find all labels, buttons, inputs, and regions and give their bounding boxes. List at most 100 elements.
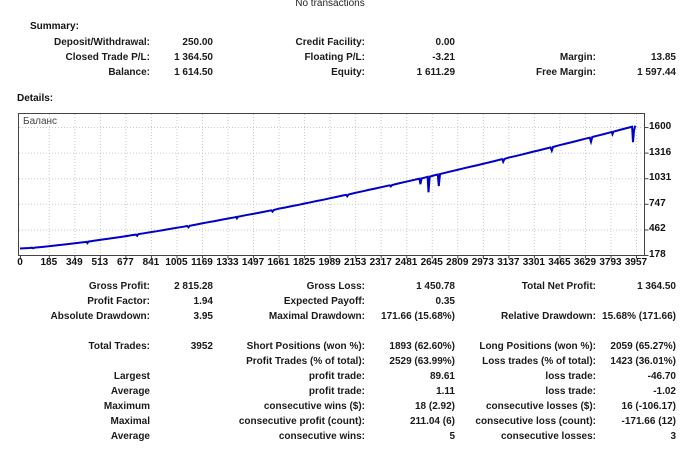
stat-value: 1423 (36.01%) [610,356,676,367]
x-axis-tick-label: 2973 [471,257,494,268]
stat-value: 171.66 (15.68%) [381,311,455,322]
x-axis-tick-label: 2645 [420,257,443,268]
stat-value [150,399,213,414]
x-axis-tick-label: 1333 [216,257,239,268]
x-axis-tick-label: 1169 [191,257,213,268]
stat-label: Short Positions (won %): [246,341,365,352]
y-axis-tick-label: 747 [649,197,666,209]
stat-label: Average [110,386,150,397]
x-axis-tick-label: 2317 [369,257,392,268]
summary-cell-value: 1 614.50 [174,67,213,78]
x-axis-tick-label: 185 [40,257,58,268]
stat-label: Average [110,431,150,442]
stat-label [455,324,596,339]
summary-cell-value: 250.00 [182,37,213,48]
x-axis-tick-label: 3957 [624,257,648,268]
stat-value [596,294,676,309]
stat-value: -46.70 [647,371,676,382]
stat-label [455,294,596,309]
stat-value: 89.61 [429,371,455,382]
stat-label: consecutive losses ($): [485,401,596,412]
stat-row: Profit Factor: 1.94 Expected Payoff: 0.35 [0,294,676,309]
x-axis-tick-label: 3301 [522,257,545,268]
stat-label: Total Net Profit: [521,281,596,292]
stat-label: Maximal Drawdown: [268,311,365,322]
stat-value: 2529 (63.99%) [389,356,455,367]
stat-label: loss trade: [545,386,596,397]
x-axis-tick-label: 513 [91,257,109,268]
stat-row [0,324,676,339]
summary-title: Summary: [30,21,79,32]
stat-label: Loss trades (% of total): [482,356,596,367]
summary-cell-value: -3.21 [432,52,455,63]
x-axis-tick-label: 1497 [241,257,265,268]
stat-label: Gross Loss: [306,281,365,292]
stat-label: Total Trades: [88,341,151,352]
stat-value: 3952 [190,341,213,352]
chart-series-label: Баланс [23,116,58,127]
stat-label [0,324,150,339]
stat-label: consecutive profit (count): [238,416,365,427]
y-axis-tick-label: 1031 [649,172,672,184]
stat-label: Relative Drawdown: [500,311,596,322]
details-title: Details: [17,93,54,104]
x-axis-tick-label: 349 [65,257,83,268]
stat-value: 2 815.28 [174,281,213,292]
stat-value: 1.94 [193,296,213,307]
stat-label: profit trade: [308,371,365,382]
x-axis-tick-label: 3137 [497,257,520,268]
x-axis-tick-label: 3465 [548,257,571,268]
x-axis-tick-label: 1825 [292,257,316,268]
stat-value [150,369,213,384]
stat-row: Total Trades: 3952 Short Positions (won %)… [0,339,677,354]
y-axis-tick-label: 1316 [649,146,672,158]
no-transactions-note: No transactions [295,0,365,9]
stat-value [150,414,213,429]
summary-cell-value: 1 364.50 [174,52,213,63]
x-axis-tick-label: 1989 [318,257,341,268]
stat-value: 16 (-106.17) [621,401,676,412]
summary-cell-label: Deposit/Withdrawal: [53,37,150,48]
stat-label: consecutive loss (count): [475,416,596,427]
summary-cell-value: 1 597.44 [637,67,676,78]
summary-cell-label: Credit Facility: [295,37,365,48]
summary-cell-label: Closed Trade P/L: [65,52,150,63]
stat-row: Gross Profit: 2 815.28 Gross Loss: 1 450.78… [0,279,676,294]
stat-value: 1893 (62.60%) [389,341,455,352]
stat-value: 3 [670,431,676,442]
y-axis-tick-label: 178 [649,249,666,260]
stat-label [213,324,365,339]
summary-cell-value: 13.85 [650,52,676,63]
stat-label: profit trade: [308,386,365,397]
stat-label: Profit Trades (% of total): [246,356,365,367]
stat-label: Largest [113,371,150,382]
x-axis-tick-label: 3629 [573,257,597,268]
stat-value: 211.04 (6) [409,416,455,427]
summary-cell-row: Balance: 1 614.50 Equity: 1 611.29 Free Marg… [0,65,676,80]
stat-value [150,324,213,339]
stat-label: Long Positions (won %): [479,341,596,352]
stat-label: Maximal [110,416,150,427]
summary-table: Deposit/Withdrawal: 250.00 Credit Facility… [0,35,676,80]
stat-value [150,384,213,399]
stat-label: consecutive wins: [278,431,365,442]
x-axis-tick-label: 0 [17,257,23,268]
stat-value: -171.66 (12) [621,416,676,427]
stats-table: Gross Profit: 2 815.28 Gross Loss: 1 450.78… [0,279,676,444]
summary-cell-label: Free Margin: [535,67,596,78]
stat-row: Average consecutive wins: 5 consecutive los… [0,429,676,444]
stat-row: Maximal consecutive profit (count): 211.04… [0,414,676,429]
stat-row: Profit Trades (% of total): 2529 (63.99%)… [0,354,676,369]
stat-label: Expected Payoff: [283,296,365,307]
stat-row: Average profit trade: 1.11 loss trade: -1.02 [0,384,676,399]
x-axis-tick-label: 677 [117,257,134,268]
summary-cell-value [596,35,676,50]
y-axis-tick-label: 462 [649,223,666,235]
stat-label: consecutive losses: [500,431,596,442]
stat-value [596,324,676,339]
summary-cell-label: Equity: [331,67,365,78]
stat-label: loss trade: [545,371,596,382]
x-axis-tick-label: 3793 [599,257,622,268]
balance-line [19,125,637,250]
